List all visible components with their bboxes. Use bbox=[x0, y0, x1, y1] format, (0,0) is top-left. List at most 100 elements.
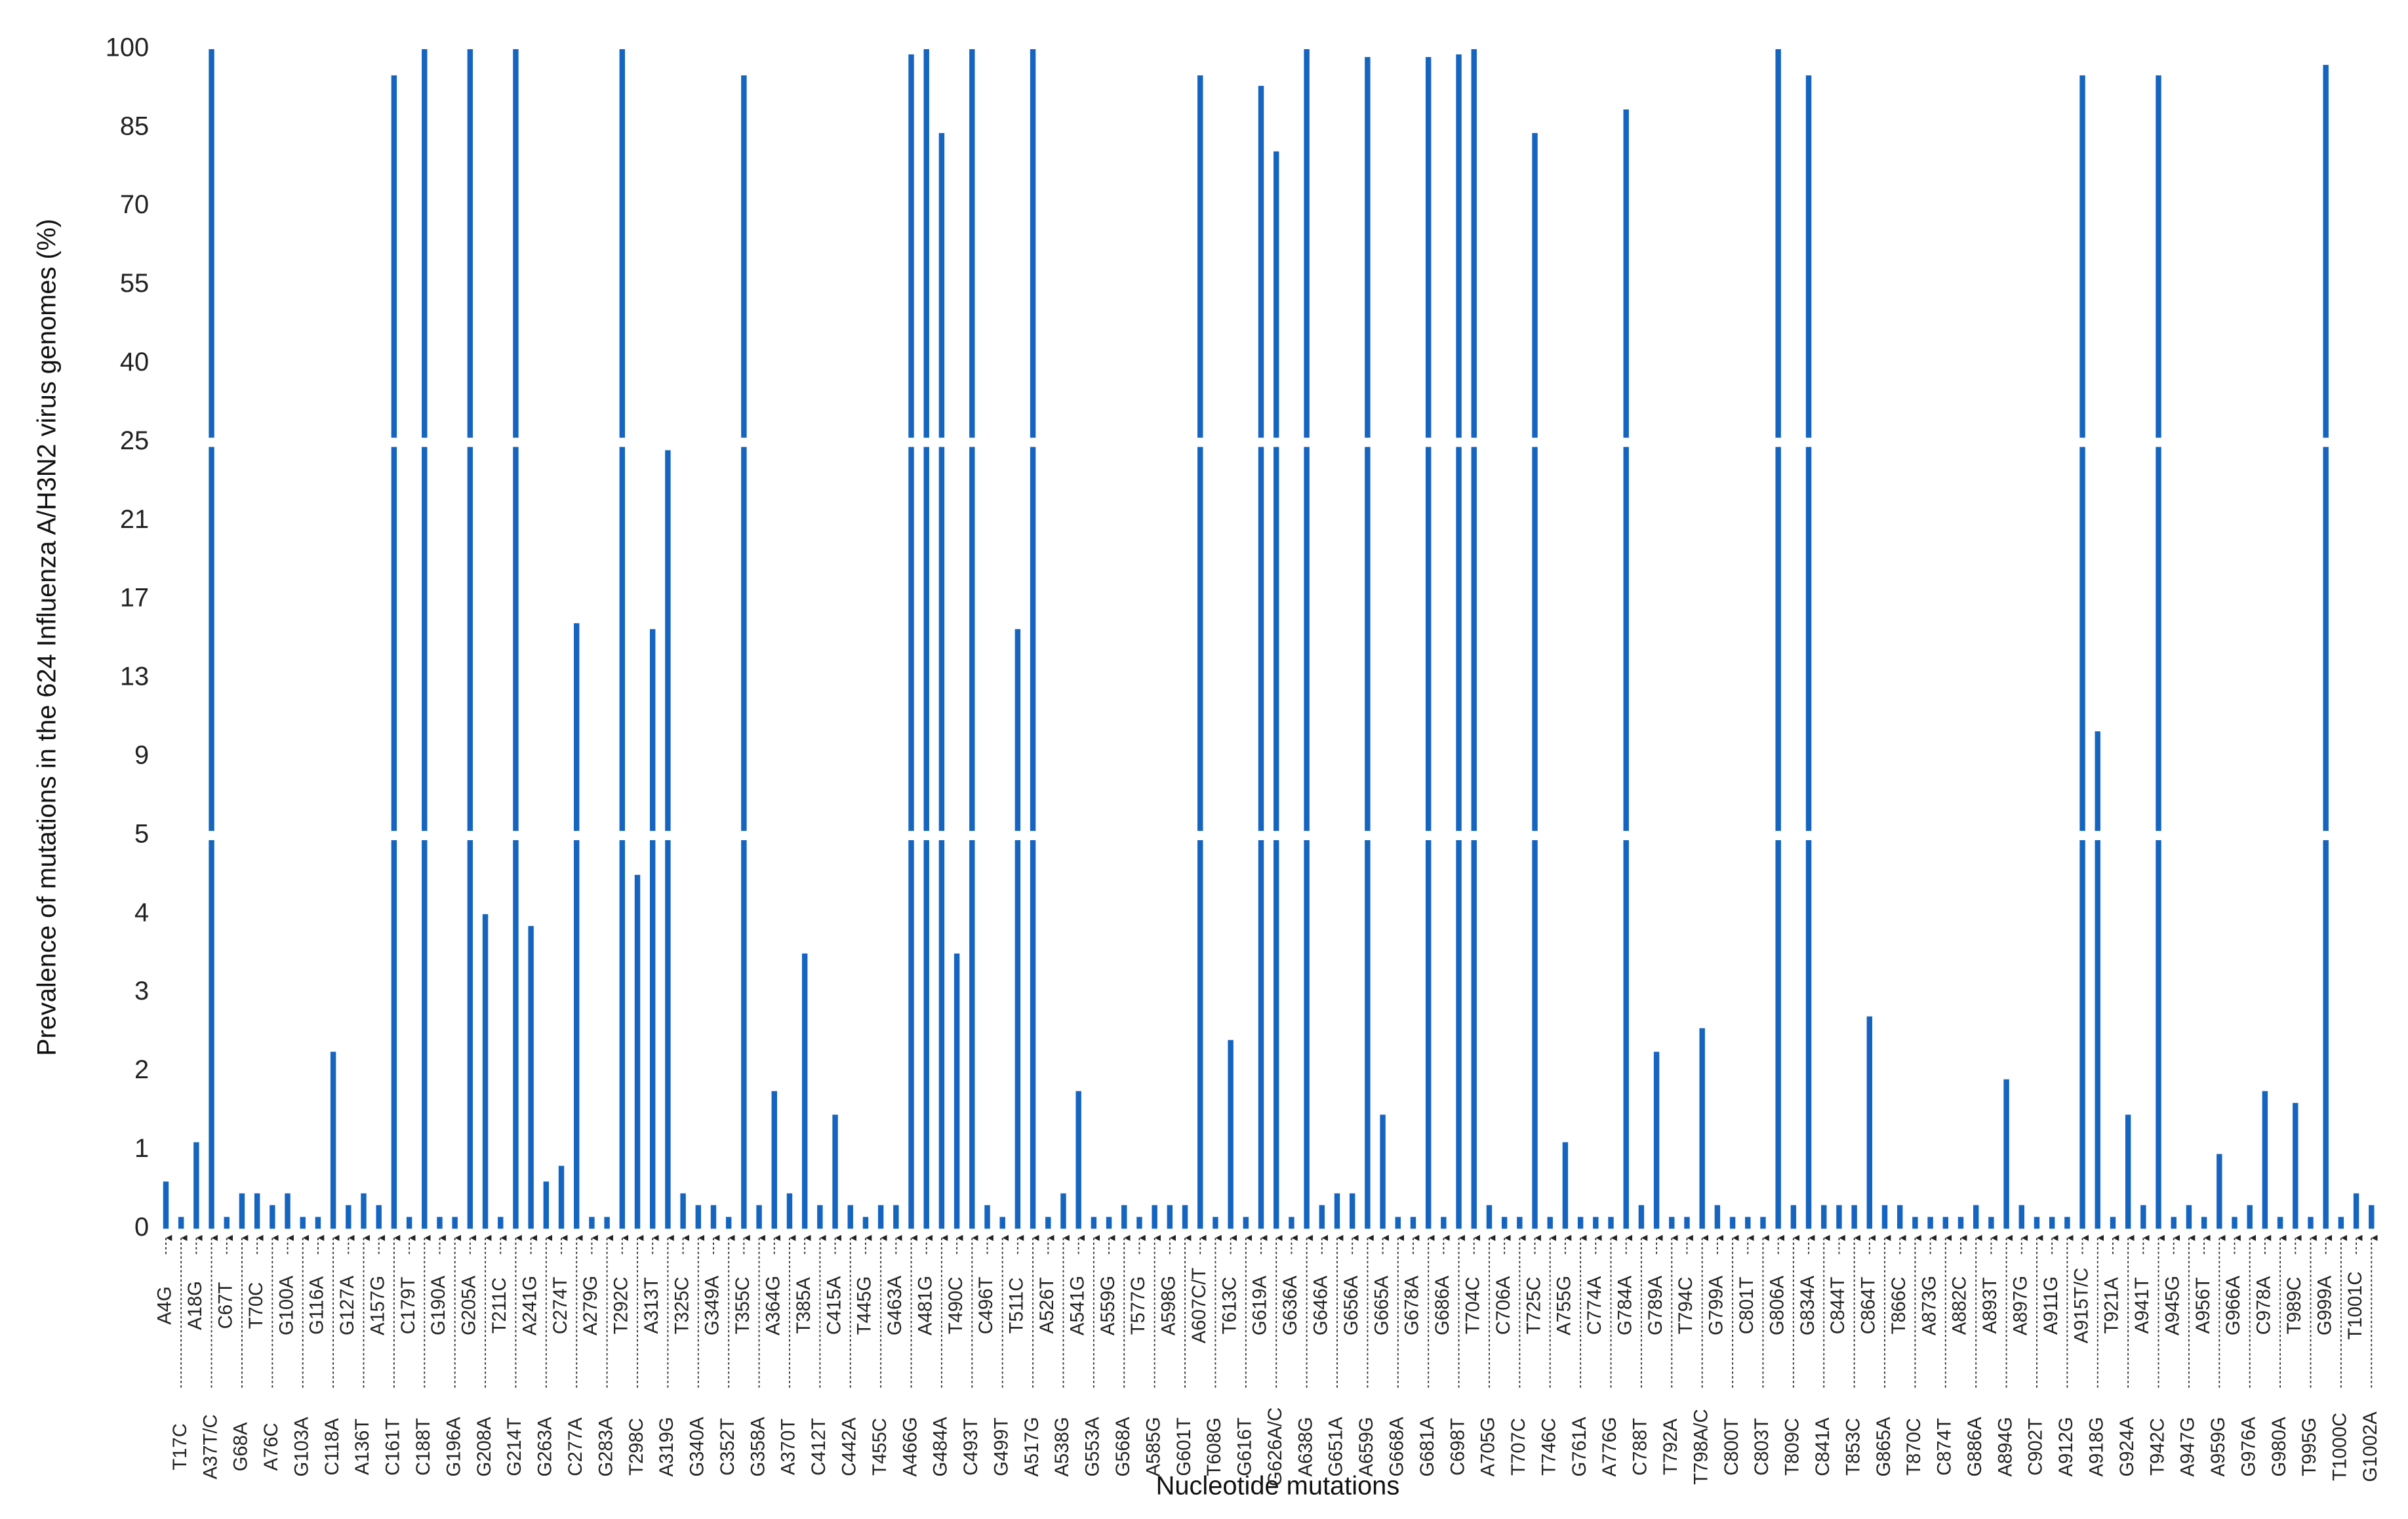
bar bbox=[1638, 1205, 1645, 1229]
x-tick-label: G784A bbox=[1615, 1275, 1635, 1335]
bar bbox=[1030, 49, 1036, 1229]
x-tick-label: C706A bbox=[1493, 1276, 1514, 1335]
y-tick-label: 2 bbox=[134, 1055, 149, 1084]
x-tick-label: T298C bbox=[626, 1418, 647, 1476]
bar bbox=[1577, 1217, 1584, 1229]
bar bbox=[847, 1205, 853, 1229]
x-tick-label: C274T bbox=[550, 1276, 571, 1334]
bar bbox=[1501, 1217, 1508, 1229]
x-tick-label: G340A bbox=[687, 1417, 708, 1477]
x-tick-label: G463A bbox=[885, 1275, 906, 1335]
x-tick-label: T809C bbox=[1782, 1418, 1803, 1476]
x-tick-label: C415A bbox=[824, 1276, 845, 1335]
x-tick-label: G806A bbox=[1767, 1275, 1788, 1335]
bar bbox=[437, 1217, 443, 1229]
x-tick-label: C161T bbox=[383, 1418, 404, 1476]
x-tick-label: C352T bbox=[717, 1418, 738, 1476]
x-tick-label: T355C bbox=[732, 1277, 753, 1335]
y-tick-label: 55 bbox=[120, 269, 149, 298]
y-tick-label: 3 bbox=[134, 977, 149, 1005]
x-tick-label: C412T bbox=[809, 1418, 830, 1476]
x-tick-label: A945G bbox=[2162, 1276, 2183, 1335]
x-tick-label: T725C bbox=[1523, 1277, 1544, 1335]
x-tick-label: T921A bbox=[2102, 1277, 2123, 1334]
bar bbox=[2018, 1205, 2024, 1229]
x-tick-label: A364G bbox=[763, 1276, 784, 1335]
bar bbox=[2003, 1079, 2009, 1229]
bar bbox=[2277, 1217, 2283, 1229]
x-tick-label: G214T bbox=[504, 1417, 525, 1476]
bar bbox=[1912, 1217, 1918, 1229]
x-tick-label: C803T bbox=[1752, 1418, 1773, 1476]
bar bbox=[1927, 1217, 1933, 1229]
x-tick-label: T707C bbox=[1508, 1418, 1529, 1476]
x-tick-label: A18G bbox=[185, 1281, 206, 1330]
bar bbox=[817, 1205, 823, 1229]
bar bbox=[1851, 1205, 1857, 1229]
x-tick-label: T746C bbox=[1538, 1418, 1559, 1476]
bar bbox=[2232, 1217, 2237, 1229]
bar bbox=[1456, 54, 1462, 1229]
x-tick-label: T989C bbox=[2284, 1277, 2305, 1335]
x-tick-label: C188T bbox=[413, 1418, 434, 1476]
x-tick-label: A918G bbox=[2086, 1417, 2107, 1476]
bar bbox=[1790, 1205, 1797, 1229]
x-tick-label: A912G bbox=[2056, 1417, 2077, 1476]
x-tick-label: G568A bbox=[1113, 1417, 1134, 1477]
bar bbox=[498, 1217, 504, 1229]
x-tick-label: G553A bbox=[1083, 1417, 1104, 1477]
bar bbox=[239, 1193, 245, 1229]
bar bbox=[1365, 56, 1371, 1229]
bar bbox=[2201, 1217, 2207, 1229]
bar bbox=[1289, 1217, 1294, 1229]
bar bbox=[1593, 1217, 1599, 1229]
bar bbox=[1821, 1205, 1827, 1229]
x-tick-label: T211C bbox=[489, 1278, 510, 1334]
x-tick-label: G999A bbox=[2314, 1275, 2335, 1335]
bar bbox=[1304, 49, 1310, 1229]
bar bbox=[1060, 1193, 1066, 1229]
bar bbox=[2308, 1217, 2314, 1229]
y-tick-label: 5 bbox=[134, 819, 149, 848]
bar bbox=[1745, 1217, 1751, 1229]
x-tick-label: A638G bbox=[1295, 1417, 1316, 1476]
x-tick-label: A370T bbox=[778, 1419, 799, 1475]
bar bbox=[1243, 1217, 1249, 1229]
x-tick-label: G789A bbox=[1645, 1275, 1666, 1335]
x-tick-label: G665A bbox=[1371, 1275, 1392, 1335]
bar bbox=[1532, 132, 1538, 1229]
bar bbox=[1562, 1142, 1569, 1229]
y-tick-label: 100 bbox=[106, 33, 149, 62]
x-tick-label: A319G bbox=[656, 1417, 677, 1476]
x-tick-label: T853C bbox=[1843, 1418, 1864, 1476]
bar bbox=[725, 1217, 732, 1229]
bar bbox=[862, 1217, 869, 1229]
x-tick-label: A466G bbox=[900, 1417, 921, 1476]
bar bbox=[1729, 1217, 1736, 1229]
bar bbox=[953, 953, 960, 1229]
bar bbox=[2125, 1114, 2131, 1229]
bar bbox=[346, 1205, 351, 1229]
x-tick-label: A897G bbox=[2011, 1276, 2032, 1335]
bar bbox=[361, 1193, 367, 1229]
x-tick-label: G636A bbox=[1280, 1275, 1301, 1335]
x-tick-label: C179T bbox=[398, 1276, 419, 1334]
bar bbox=[1228, 1040, 1234, 1229]
bar bbox=[1836, 1205, 1842, 1229]
x-tick-label: G668A bbox=[1387, 1417, 1408, 1477]
bar bbox=[1380, 1114, 1386, 1229]
x-tick-label: G834A bbox=[1797, 1275, 1818, 1335]
bar bbox=[634, 874, 641, 1229]
bar bbox=[1988, 1217, 1994, 1229]
bar bbox=[1775, 49, 1781, 1229]
bar bbox=[756, 1205, 762, 1229]
bar bbox=[467, 49, 473, 1229]
x-tick-label: G68A bbox=[231, 1422, 252, 1471]
x-tick-label: A776G bbox=[1599, 1417, 1620, 1476]
bar bbox=[832, 1114, 838, 1229]
x-tick-label: C788T bbox=[1630, 1418, 1651, 1476]
x-tick-label: T70C bbox=[246, 1282, 267, 1329]
x-tick-label: A538G bbox=[1052, 1417, 1073, 1476]
x-tick-label: G966A bbox=[2223, 1275, 2244, 1335]
